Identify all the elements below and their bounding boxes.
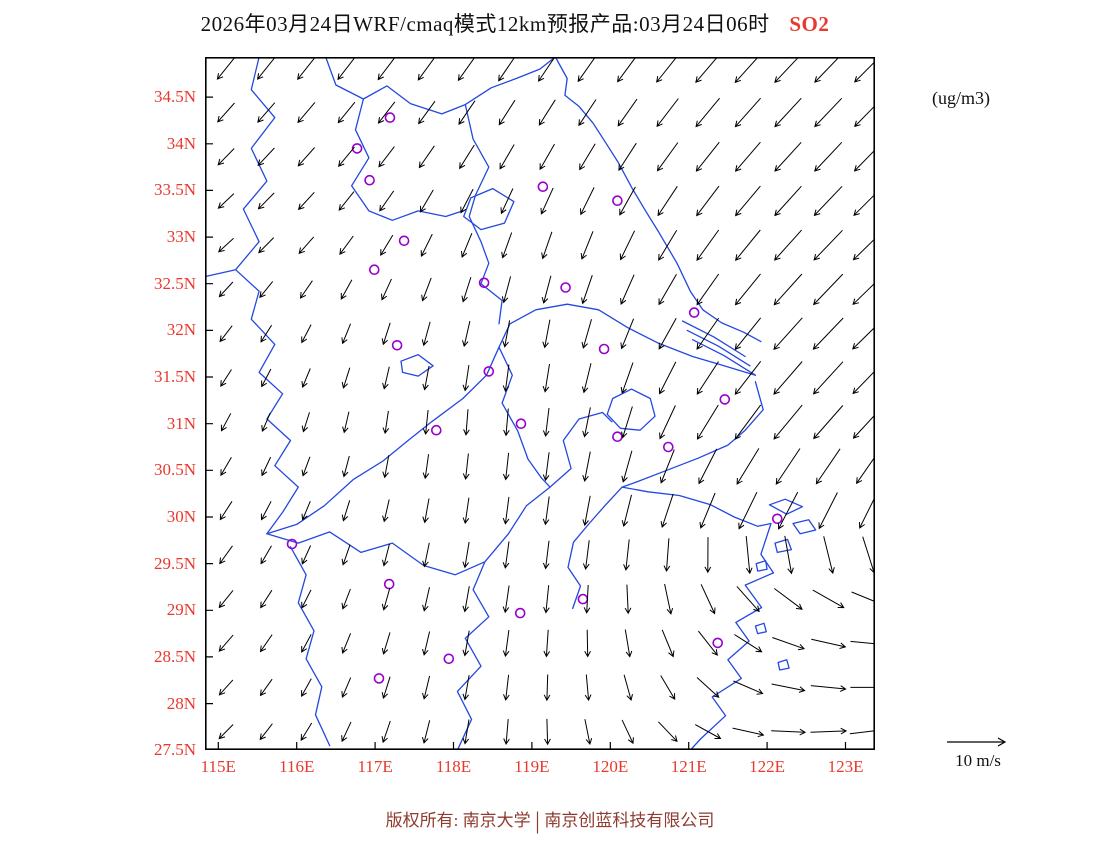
so2-contour-circle <box>351 143 363 154</box>
so2-contour-circle <box>364 174 375 186</box>
map-outlines <box>205 56 817 751</box>
y-axis-label: 34N <box>166 133 196 153</box>
title-text: 2026年03月24日WRF/cmaq模式12km预报产品:03月24日06时 <box>200 12 770 36</box>
map-outline-coast-jiangsu <box>554 56 762 343</box>
so2-contour-circle <box>598 343 610 355</box>
wind-scale-arrow-icon <box>947 737 1007 747</box>
wind-scale-legend: 10 m/s <box>936 733 1020 771</box>
so2-contour-circle <box>612 431 623 443</box>
so2-contour-circle <box>688 307 700 318</box>
so2-contour-circle <box>384 112 396 123</box>
wind-vector-field <box>216 53 888 746</box>
map-outline-lake-hongze <box>463 187 515 231</box>
map-outline-coast-zhejiang <box>621 381 775 751</box>
map-outline-lake-chao <box>400 353 434 377</box>
so2-contour-circle <box>719 394 731 405</box>
so2-contour-circle <box>577 593 589 605</box>
so2-contour-circle <box>478 277 490 289</box>
plot-frame <box>205 57 876 751</box>
units-label: (ug/m3) <box>932 88 990 108</box>
so2-contour-circle <box>443 653 455 665</box>
so2-contour-circle <box>398 235 410 247</box>
so2-contour-circle <box>286 538 298 550</box>
map-outline-estuary-line-3 <box>691 339 757 376</box>
y-axis-label: 31.5N <box>153 367 196 387</box>
map-outline-island-4 <box>755 560 768 572</box>
map-outline-island-5 <box>754 622 767 635</box>
x-axis-label: 120E <box>592 757 629 776</box>
y-axis-label: 32.5N <box>153 273 196 293</box>
copyright-company: 南京创蓝科技有限公司 <box>544 811 715 830</box>
so2-contour-circle <box>483 366 495 377</box>
so2-contour-circle <box>515 418 527 430</box>
so2-contour-circle <box>514 607 526 619</box>
y-axis-label: 30N <box>166 506 196 526</box>
x-axis-label: 117E <box>357 757 393 776</box>
map-outline-island-6 <box>777 659 790 671</box>
y-axis-label: 33N <box>166 227 196 247</box>
forecast-map <box>205 53 888 751</box>
title-species: SO2 <box>789 12 830 36</box>
map-outline-border-zhejiang-nw <box>484 411 613 563</box>
y-axis-label: 29.5N <box>153 553 196 573</box>
map-outline-island-1 <box>768 498 804 515</box>
map-outline-island-3 <box>774 538 793 554</box>
map-outline-border-shandong <box>325 56 557 115</box>
x-axis-label: 121E <box>670 757 707 776</box>
axis-ticks <box>206 96 847 751</box>
so2-contour-circle <box>383 578 395 590</box>
y-axis-label: 32N <box>166 320 196 340</box>
x-axis-label: 119E <box>514 757 550 776</box>
so2-contour-circle <box>771 513 783 525</box>
so2-contour-circle <box>369 264 380 275</box>
so2-contour-circle <box>537 181 549 192</box>
map-outline-river-qiantang <box>567 486 623 610</box>
map-outline-border-jiangsu-anhui-n <box>464 103 503 325</box>
wind-scale-label: 10 m/s <box>955 751 1001 770</box>
y-axis-label: 27.5N <box>153 740 196 760</box>
so2-contour-circle <box>560 282 571 293</box>
copyright-divider: | <box>535 806 540 835</box>
so2-contour-circle <box>662 441 674 453</box>
copyright-text: 版权所有: 南京大学 | 南京创蓝科技有限公司 <box>0 806 1100 835</box>
so2-contour-circle <box>373 673 385 684</box>
so2-contour-circle <box>612 195 623 206</box>
map-outline-border-jiangsu-anhui-s <box>498 346 551 488</box>
y-axis-label: 28N <box>166 693 196 713</box>
map-outline-island-2 <box>792 519 817 535</box>
map-outline-border-hubei <box>234 269 299 535</box>
y-axis-label: 29N <box>166 600 196 620</box>
x-axis-label: 123E <box>827 757 864 776</box>
x-axis-label: 118E <box>435 757 472 776</box>
so2-contour-circle <box>712 637 724 649</box>
map-plot-area <box>205 53 888 751</box>
map-outline-lake-tai <box>606 388 656 431</box>
so2-contour-circle <box>391 339 403 351</box>
y-axis-label: 33.5N <box>153 180 196 200</box>
x-axis-label: 115E <box>200 757 236 776</box>
x-axis-label: 116E <box>279 757 315 776</box>
y-axis-label: 28.5N <box>153 646 196 666</box>
y-axis-label: 34.5N <box>153 87 196 107</box>
map-outline-border-jiangxi <box>289 546 331 747</box>
page-title: 2026年03月24日WRF/cmaq模式12km预报产品:03月24日06时 … <box>0 8 1030 38</box>
y-axis-label: 30.5N <box>153 460 196 480</box>
map-outline-border-henan <box>205 56 276 277</box>
so2-contour-circles <box>286 112 783 684</box>
copyright-owner: 版权所有: 南京大学 <box>385 811 531 830</box>
y-axis-label: 31N <box>166 413 196 433</box>
so2-contour-circle <box>431 424 442 436</box>
x-axis-label: 122E <box>749 757 786 776</box>
map-outline-border-huaibei <box>350 98 464 221</box>
map-outline-estuary-line-2 <box>686 329 751 367</box>
